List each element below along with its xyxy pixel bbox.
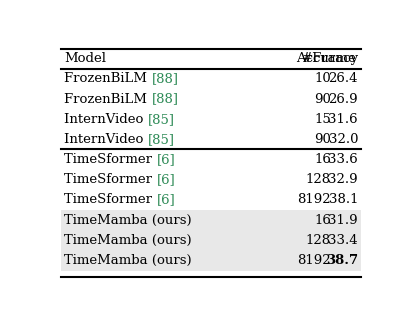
Text: 16: 16 [314, 153, 331, 166]
Text: 33.6: 33.6 [328, 153, 358, 166]
Text: [6]: [6] [157, 194, 175, 206]
Text: InternVideo: InternVideo [64, 113, 148, 126]
Text: TimeMamba (ours): TimeMamba (ours) [64, 213, 192, 227]
Text: [88]: [88] [152, 72, 178, 85]
Text: Accuracy: Accuracy [296, 52, 358, 65]
Text: FrozenBiLM: FrozenBiLM [64, 92, 152, 106]
Text: 33.4: 33.4 [328, 234, 358, 247]
Text: InternVideo: InternVideo [64, 133, 148, 146]
Text: 38.1: 38.1 [328, 194, 358, 206]
Text: TimeSformer: TimeSformer [64, 194, 157, 206]
Text: 15: 15 [314, 113, 331, 126]
Text: 26.4: 26.4 [328, 72, 358, 85]
Text: 128: 128 [306, 234, 331, 247]
Text: 31.9: 31.9 [328, 213, 358, 227]
Text: 8192: 8192 [297, 194, 331, 206]
Text: 31.6: 31.6 [328, 113, 358, 126]
Text: TimeMamba (ours): TimeMamba (ours) [64, 254, 192, 267]
Text: 10: 10 [314, 72, 331, 85]
Text: [6]: [6] [157, 173, 175, 186]
Text: Model: Model [64, 52, 106, 65]
Text: FrozenBiLM: FrozenBiLM [64, 72, 152, 85]
Text: 38.7: 38.7 [326, 254, 358, 267]
Text: 16: 16 [314, 213, 331, 227]
Text: [85]: [85] [148, 113, 175, 126]
Text: #Frame: #Frame [302, 52, 357, 65]
Text: 32.0: 32.0 [328, 133, 358, 146]
Text: 90: 90 [314, 92, 331, 106]
Text: TimeMamba (ours): TimeMamba (ours) [64, 234, 192, 247]
Text: TimeSformer: TimeSformer [64, 173, 157, 186]
Text: 128: 128 [306, 173, 331, 186]
Text: 90: 90 [314, 133, 331, 146]
Text: 26.9: 26.9 [328, 92, 358, 106]
Bar [61, 251, 361, 270]
Text: [6]: [6] [157, 153, 175, 166]
Text: [85]: [85] [148, 133, 175, 146]
Text: TimeSformer: TimeSformer [64, 153, 157, 166]
Bar [61, 230, 361, 251]
Text: [88]: [88] [152, 92, 178, 106]
Text: 32.9: 32.9 [328, 173, 358, 186]
Bar [61, 210, 361, 230]
Text: 8192: 8192 [297, 254, 331, 267]
